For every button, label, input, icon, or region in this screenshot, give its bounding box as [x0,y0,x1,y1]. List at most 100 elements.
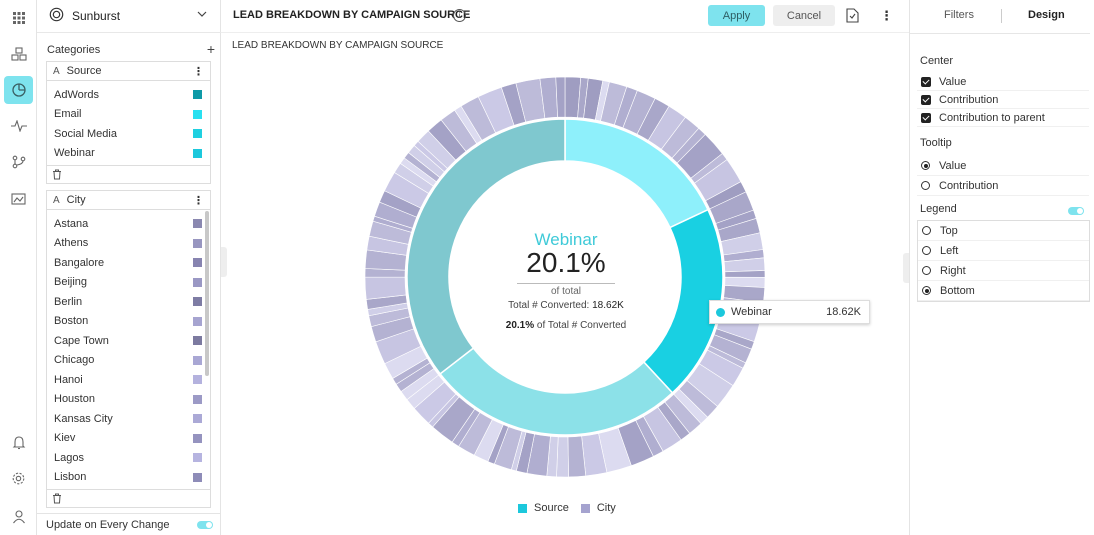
sunburst-city-segment[interactable] [555,76,566,118]
city-item[interactable]: Lagos [47,448,210,468]
delete-source-icon[interactable] [47,165,210,183]
color-swatch[interactable] [193,90,202,100]
delete-city-icon[interactable] [47,489,210,507]
color-swatch[interactable] [193,336,202,346]
color-swatch[interactable] [193,375,202,385]
chevron-down-icon[interactable] [197,9,207,22]
city-item[interactable]: Boston [47,312,210,332]
item-label: Bangalore [54,256,105,269]
color-swatch[interactable] [193,355,202,365]
source-item[interactable]: Social Media [47,124,210,144]
source-item[interactable]: Webinar [47,144,210,164]
city-item[interactable]: Lisbon [47,468,210,488]
info-icon[interactable]: i [453,9,466,22]
city-item[interactable]: Astana [47,214,210,234]
color-swatch[interactable] [193,297,202,307]
pulse-icon[interactable] [4,112,33,140]
city-item[interactable]: Berlin [47,292,210,312]
radio-button[interactable] [921,161,930,170]
center-option[interactable]: Contribution to parent [917,109,1089,127]
cancel-button[interactable]: Cancel [773,5,835,26]
radio-button[interactable] [921,181,930,190]
collapse-right-handle[interactable] [903,253,909,283]
gear-icon[interactable] [4,464,33,492]
color-swatch[interactable] [193,277,202,287]
color-swatch[interactable] [193,219,202,229]
center-option[interactable]: Contribution [917,91,1089,109]
radio-button[interactable] [922,266,931,275]
more-menu-icon[interactable]: ⋮ [193,194,204,207]
city-item[interactable]: Beijing [47,273,210,293]
color-swatch[interactable] [193,316,202,326]
city-item[interactable]: Kiev [47,429,210,449]
grid-icon[interactable] [4,4,33,32]
sunburst-city-segment[interactable] [556,436,569,478]
color-swatch[interactable] [193,394,202,404]
bell-icon[interactable] [4,428,33,456]
add-category-icon[interactable]: + [206,41,215,57]
color-swatch[interactable] [193,238,202,248]
city-category-box: A City ⋮ Astana Athens Bangalore Beijing Ber… [46,190,211,508]
legend-option[interactable]: Bottom [918,281,1089,301]
legend-item[interactable]: City [580,502,616,514]
collapse-left-handle[interactable] [221,247,227,277]
checkbox[interactable] [921,77,931,87]
color-swatch[interactable] [193,109,202,119]
center-section-title: Center [920,55,954,67]
color-swatch[interactable] [193,129,202,139]
update-on-change-toggle[interactable] [197,521,213,529]
center-total-converted: Total # Converted: 18.62K [477,300,655,311]
color-swatch[interactable] [193,433,202,443]
city-item[interactable]: Houston [47,390,210,410]
more-menu-icon[interactable]: ⋮ [193,65,204,78]
export-icon[interactable] [846,8,859,26]
tooltip-option[interactable]: Value [917,156,1089,176]
color-swatch[interactable] [193,258,202,268]
city-item[interactable]: Kansas City [47,409,210,429]
branch-icon[interactable] [4,148,33,176]
source-field-label: Source [66,65,102,77]
legend-section-title: Legend [920,203,957,215]
tab-design[interactable]: Design [1028,9,1065,21]
sunburst-source-segment[interactable] [406,118,566,375]
color-swatch[interactable] [193,148,202,158]
cubes-icon[interactable] [4,40,33,68]
source-item[interactable]: AdWords [47,85,210,105]
image-icon[interactable] [4,185,33,213]
radio-button[interactable] [922,226,931,235]
radio-button[interactable] [922,246,931,255]
user-icon[interactable] [4,502,33,530]
legend-item[interactable]: Source [518,502,569,514]
checkbox[interactable] [921,113,931,123]
sunburst-city-segment[interactable] [724,270,766,278]
more-menu-icon[interactable]: ⋮ [880,8,893,23]
source-item[interactable]: Email [47,105,210,125]
chart-type-selector[interactable]: Sunburst [37,0,221,33]
tooltip-option[interactable]: Contribution [917,176,1089,196]
city-field-label: City [66,194,86,206]
color-swatch[interactable] [193,414,202,424]
source-header[interactable]: A Source ⋮ [47,62,210,81]
tab-filters[interactable]: Filters [944,9,974,21]
city-item[interactable]: Athens [47,234,210,254]
city-item[interactable]: Chicago [47,351,210,371]
color-swatch[interactable] [193,472,202,482]
radio-button[interactable] [922,286,931,295]
apply-button[interactable]: Apply [708,5,765,26]
color-swatch[interactable] [193,453,202,463]
city-item[interactable]: Cape Town [47,331,210,351]
legend-option[interactable]: Top [918,221,1089,241]
legend-swatch [580,503,590,513]
city-item[interactable]: Bangalore [47,253,210,273]
page-title: LEAD BREAKDOWN BY CAMPAIGN SOURCE [233,9,471,21]
chart-icon[interactable] [4,76,33,104]
checkbox[interactable] [921,95,931,105]
legend-toggle[interactable] [1068,207,1084,215]
legend-option[interactable]: Right [918,261,1089,281]
center-option[interactable]: Value [917,73,1089,91]
city-header[interactable]: A City ⋮ [47,191,210,210]
city-item[interactable]: Hanoi [47,370,210,390]
legend-label: Source [534,502,569,514]
city-scrollbar[interactable] [205,211,209,376]
legend-option[interactable]: Left [918,241,1089,261]
